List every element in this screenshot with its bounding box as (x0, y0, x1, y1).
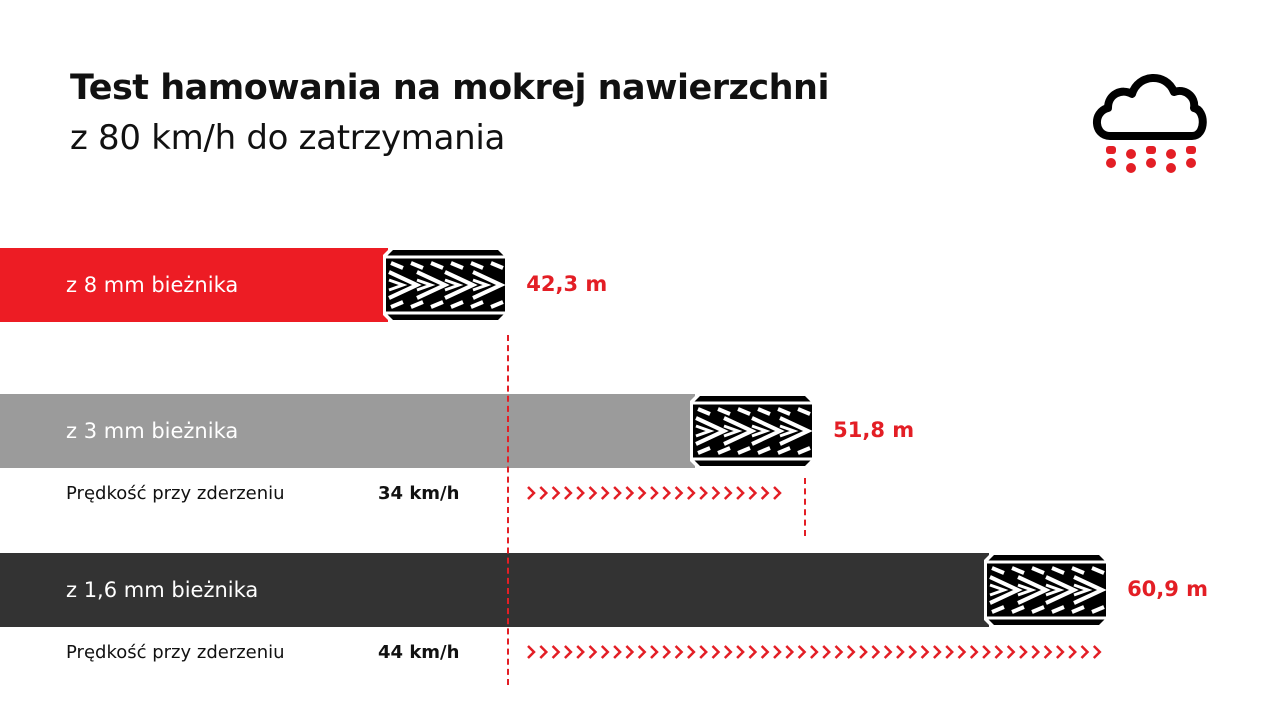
arrow-mark (1006, 645, 1016, 659)
arrow-mark (1043, 645, 1053, 659)
bar-value: 51,8 m (833, 418, 915, 442)
arrow-mark (969, 645, 979, 659)
tire-icon (984, 552, 1110, 628)
bar-value: 60,9 m (1127, 577, 1209, 601)
arrow-mark (687, 645, 696, 659)
arrow-mark (527, 486, 536, 500)
arrow-mark (1031, 645, 1041, 659)
arrow-mark (699, 645, 708, 659)
tire-icon (690, 393, 816, 469)
impact-speed-arrows (527, 486, 782, 500)
arrow-mark (908, 645, 918, 659)
arrow-mark (846, 645, 856, 659)
arrow-mark (539, 645, 549, 659)
page-subtitle: z 80 km/h do zatrzymania (70, 118, 506, 158)
arrow-mark (576, 486, 585, 500)
arrow-mark (539, 486, 549, 500)
arrow-mark (588, 645, 598, 659)
arrow-mark (773, 486, 782, 500)
bar-2 (0, 553, 990, 627)
bar-label: z 1,6 mm bieżnika (66, 578, 259, 602)
arrow-mark (576, 645, 585, 659)
arrow-mark (625, 645, 635, 659)
arrow-mark (797, 645, 807, 659)
arrow-mark (760, 486, 770, 500)
arrow-mark (945, 645, 954, 659)
arrow-mark (711, 486, 721, 500)
arrow-mark (650, 645, 659, 659)
arrow-mark (736, 486, 745, 500)
impact-speed-label: Prędkość przy zderzeniu (66, 483, 285, 504)
arrow-mark (748, 645, 758, 659)
arrow-mark (982, 645, 991, 659)
arrow-mark (662, 486, 672, 500)
arrow-mark (613, 645, 622, 659)
impact-speed-label: Prędkość przy zderzeniu (66, 642, 285, 663)
arrow-mark (662, 645, 672, 659)
arrow-mark (637, 645, 647, 659)
arrow-mark (711, 645, 721, 659)
arrow-mark (859, 645, 868, 659)
arrow-mark (810, 645, 819, 659)
arrow-mark (674, 645, 684, 659)
arrow-mark (785, 645, 795, 659)
arrow-mark (588, 486, 598, 500)
arrow-mark (920, 645, 930, 659)
arrow-mark (994, 645, 1004, 659)
arrow-mark (773, 645, 782, 659)
arrow-mark (883, 645, 893, 659)
tire-icon (383, 247, 509, 323)
arrow-mark (564, 486, 573, 500)
arrow-mark (1056, 645, 1065, 659)
arrow-mark (896, 645, 905, 659)
arrow-mark (1092, 645, 1102, 659)
arrow-mark (1068, 645, 1077, 659)
page-title: Test hamowania na mokrej nawierzchni (70, 68, 829, 108)
impact-speed-arrows (527, 645, 1102, 659)
arrow-mark (1019, 645, 1028, 659)
arrow-mark (957, 645, 967, 659)
arrow-mark (600, 645, 610, 659)
bar-label: z 3 mm bieżnika (66, 419, 239, 443)
arrow-mark (933, 645, 942, 659)
arrow-mark (613, 486, 622, 500)
arrow-mark (551, 645, 561, 659)
arrow-mark (650, 486, 659, 500)
arrow-mark (527, 645, 536, 659)
arrow-mark (625, 486, 635, 500)
arrow-mark (687, 486, 696, 500)
impact-speed-value: 44 km/h (378, 642, 460, 663)
arrow-mark (637, 486, 647, 500)
arrow-mark (674, 486, 684, 500)
arrow-mark (564, 645, 573, 659)
arrow-mark (1080, 645, 1090, 659)
bar-0 (0, 248, 389, 322)
bar-1 (0, 394, 696, 468)
rain-cloud-icon (1093, 74, 1207, 173)
impact-speed-value: 34 km/h (378, 483, 460, 504)
arrow-mark (600, 486, 610, 500)
arrow-mark (748, 486, 758, 500)
bar-value: 42,3 m (526, 272, 608, 296)
arrow-mark (760, 645, 770, 659)
arrow-mark (723, 645, 733, 659)
reference-line-8mm (507, 335, 509, 685)
arrow-mark (699, 486, 708, 500)
arrow-mark (871, 645, 881, 659)
arrow-mark (551, 486, 561, 500)
arrow-mark (723, 486, 733, 500)
arrow-mark (736, 645, 745, 659)
reference-line-3mm (804, 478, 806, 536)
bar-label: z 8 mm bieżnika (66, 273, 239, 297)
arrow-mark (822, 645, 831, 659)
arrow-mark (834, 645, 844, 659)
